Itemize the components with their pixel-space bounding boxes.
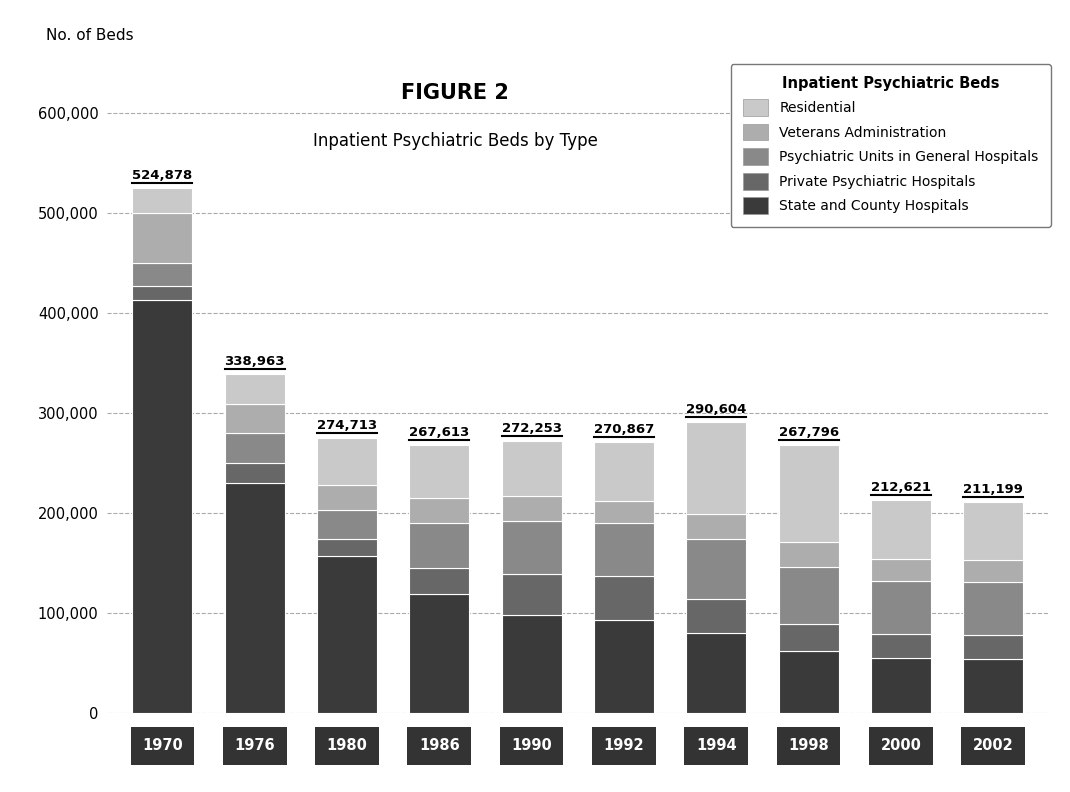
FancyBboxPatch shape — [961, 727, 1025, 765]
Text: No. of Beds: No. of Beds — [46, 28, 134, 43]
Text: 211,199: 211,199 — [963, 483, 1023, 496]
Bar — [317, 438, 377, 485]
Text: 1976: 1976 — [234, 738, 275, 753]
Bar — [779, 543, 839, 567]
Text: 338,963: 338,963 — [225, 355, 285, 368]
Bar — [779, 624, 839, 651]
Text: 267,613: 267,613 — [409, 426, 470, 440]
Text: 2000: 2000 — [881, 738, 921, 753]
Bar — [317, 539, 377, 557]
FancyBboxPatch shape — [592, 727, 656, 765]
Bar — [317, 511, 377, 539]
Text: Inpatient Psychiatric Beds by Type: Inpatient Psychiatric Beds by Type — [312, 131, 598, 150]
Bar — [594, 524, 654, 577]
Bar — [317, 485, 377, 511]
Text: 524,878: 524,878 — [133, 169, 193, 182]
Bar — [225, 374, 285, 404]
Bar — [410, 594, 470, 713]
Bar — [871, 501, 931, 559]
Bar — [594, 442, 654, 501]
Text: 1980: 1980 — [326, 738, 367, 753]
FancyBboxPatch shape — [223, 727, 287, 765]
Bar — [594, 501, 654, 524]
Text: 1998: 1998 — [789, 738, 829, 753]
Text: 274,713: 274,713 — [317, 419, 377, 432]
Text: 1992: 1992 — [603, 738, 644, 753]
Text: 1970: 1970 — [142, 738, 183, 753]
Bar — [225, 432, 285, 463]
Bar — [410, 498, 470, 523]
Text: 212,621: 212,621 — [871, 482, 931, 494]
FancyBboxPatch shape — [408, 727, 471, 765]
Bar — [225, 404, 285, 432]
FancyBboxPatch shape — [500, 727, 564, 765]
Bar — [410, 445, 470, 498]
Bar — [594, 620, 654, 713]
Bar — [133, 286, 193, 300]
Bar — [410, 568, 470, 594]
Bar — [225, 463, 285, 483]
Bar — [133, 264, 193, 286]
Text: 270,867: 270,867 — [594, 423, 654, 436]
Text: 272,253: 272,253 — [502, 422, 562, 435]
FancyBboxPatch shape — [777, 727, 840, 765]
Bar — [779, 567, 839, 624]
Bar — [963, 660, 1023, 713]
Bar — [133, 300, 193, 713]
Bar — [133, 188, 193, 214]
Bar — [686, 514, 746, 539]
Bar — [686, 633, 746, 713]
Bar — [225, 483, 285, 713]
FancyBboxPatch shape — [316, 727, 379, 765]
Bar — [410, 523, 470, 568]
Bar — [686, 599, 746, 633]
Bar — [133, 214, 193, 264]
Bar — [963, 582, 1023, 635]
Text: 1986: 1986 — [419, 738, 460, 753]
Bar — [686, 422, 746, 514]
Text: 1994: 1994 — [696, 738, 736, 753]
Text: 290,604: 290,604 — [686, 403, 747, 417]
Text: 2002: 2002 — [973, 738, 1013, 753]
Bar — [317, 557, 377, 713]
FancyBboxPatch shape — [131, 727, 195, 765]
Bar — [871, 658, 931, 713]
FancyBboxPatch shape — [869, 727, 933, 765]
Legend: Residential, Veterans Administration, Psychiatric Units in General Hospitals, Pr: Residential, Veterans Administration, Ps… — [731, 64, 1051, 227]
Bar — [502, 615, 562, 713]
Bar — [686, 539, 746, 599]
Bar — [502, 496, 562, 521]
Bar — [963, 561, 1023, 582]
Bar — [871, 581, 931, 634]
Bar — [502, 573, 562, 615]
Text: FIGURE 2: FIGURE 2 — [401, 83, 509, 103]
Text: 267,796: 267,796 — [779, 426, 839, 440]
Bar — [594, 577, 654, 620]
Bar — [963, 635, 1023, 660]
Text: 1990: 1990 — [511, 738, 552, 753]
Bar — [871, 634, 931, 658]
Bar — [502, 441, 562, 496]
FancyBboxPatch shape — [685, 727, 748, 765]
Bar — [779, 651, 839, 713]
Bar — [502, 521, 562, 573]
Bar — [871, 559, 931, 581]
Bar — [779, 445, 839, 543]
Bar — [963, 502, 1023, 561]
